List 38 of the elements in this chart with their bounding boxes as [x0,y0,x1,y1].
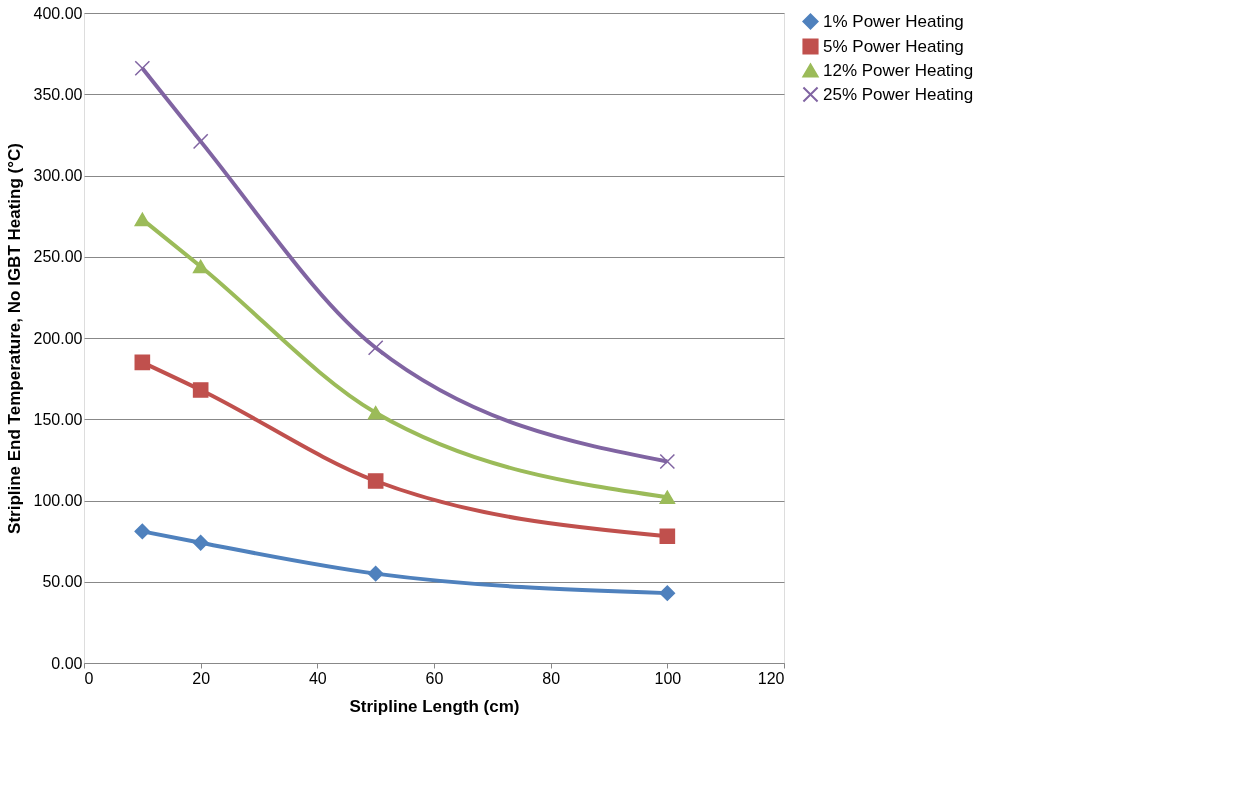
point [367,405,384,420]
legend-label: 1% Power Heating [823,11,964,31]
y-tick-label: 50.00 [42,573,83,591]
point [659,528,676,545]
y-tick-label: 400.00 [33,4,83,22]
point [192,534,209,551]
y-tick-label: 200.00 [33,329,83,347]
x-tick-label: 60 [425,669,444,687]
y-tick-label: 0.00 [51,654,83,672]
point [659,490,676,505]
x-tick-label: 80 [542,669,561,687]
y-tick-label: 350.00 [33,85,83,103]
point [367,565,384,582]
point [367,339,384,356]
point [192,259,209,274]
x-tick-label: 100 [654,669,682,687]
point [134,354,151,371]
point [134,60,151,77]
y-tick-label: 100.00 [33,492,83,509]
y-axis-title: Stripline End Temperature, No IGBT Heating (°C) [4,143,24,534]
point [134,523,151,540]
y-tick-label: 300.00 [33,167,83,184]
point [192,133,209,150]
legend-label: 25% Power Heating [823,84,974,104]
x-tick-label: 20 [192,669,211,687]
point [659,585,676,601]
point [367,473,384,489]
point [192,382,209,398]
point [659,453,676,470]
x-axis-title: Stripline Length (cm) [349,696,520,716]
legend-label: 5% Power Heating [823,36,964,56]
x-tick-label: 0 [84,669,94,687]
point [134,212,151,227]
y-tick-label: 150.00 [33,410,83,428]
x-tick-label: 120 [757,669,785,687]
legend-label: 12% Power Heating [823,60,974,80]
y-tick-label: 250.00 [33,248,83,266]
x-tick-label: 40 [308,669,327,687]
